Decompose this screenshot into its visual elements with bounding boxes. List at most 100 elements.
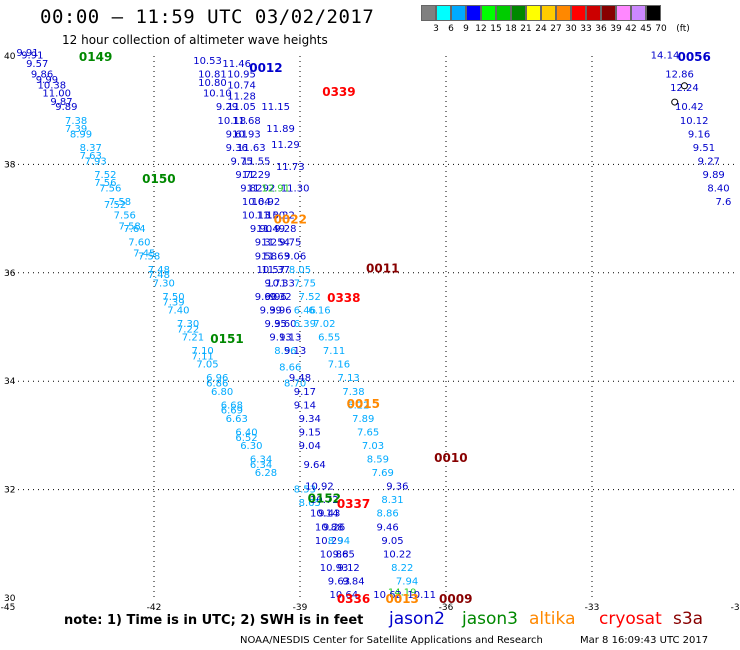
swh-value: 14.14 — [651, 51, 680, 62]
scale-swatch — [646, 5, 661, 21]
swh-value: 7.10 — [192, 346, 214, 357]
swh-value: 7.22 — [177, 324, 199, 335]
scale-swatch — [421, 5, 436, 21]
legend-cryosat: cryosat — [599, 609, 662, 629]
swh-value: 9.36 — [386, 482, 408, 493]
swh-value: 10.22 — [266, 211, 295, 222]
track-time-label: 0022 — [274, 213, 307, 227]
swh-value: 7.48 — [148, 270, 170, 281]
swh-value: 8.94 — [328, 536, 350, 547]
swh-value: 11.54 — [261, 238, 290, 249]
scale-label: 45 — [640, 24, 652, 34]
scale-swatch — [481, 5, 496, 21]
swh-value: 8.70 — [284, 379, 306, 390]
scale-label: 18 — [505, 24, 517, 34]
scale-label: 27 — [550, 24, 562, 34]
legend-jason3: jason3 — [462, 609, 518, 629]
scale-swatch — [541, 5, 556, 21]
swh-value: 7.56 — [114, 211, 136, 222]
swh-value: 7.13 — [338, 373, 360, 384]
swh-value: 10.88 — [315, 522, 344, 533]
swh-value: 7.40 — [167, 305, 189, 316]
swh-value: 9.96 — [265, 292, 287, 303]
swh-value: 10.14 — [310, 509, 339, 520]
swh-value: 9.46 — [376, 522, 398, 533]
swh-value: 10.12 — [680, 116, 709, 127]
swh-value: 9.29 — [216, 102, 238, 113]
swh-value: 9.75 — [279, 238, 301, 249]
x-tick-label: -42 — [147, 603, 162, 613]
swh-value: 10.62 — [373, 590, 402, 601]
scale-swatch — [436, 5, 451, 21]
swh-value: 8.56 — [274, 346, 296, 357]
swh-value: 8.22 — [391, 563, 413, 574]
swh-value: 9.85 — [333, 549, 355, 560]
swh-value: 9.51 — [693, 143, 715, 154]
swh-value: 10.92 — [252, 197, 281, 208]
swh-value: 11.05 — [227, 102, 256, 113]
swh-value: 10.93 — [320, 563, 349, 574]
swh-value: 9.89 — [55, 102, 77, 113]
swh-value: 10.11 — [407, 590, 436, 601]
swh-value: 9.75 — [230, 156, 252, 167]
swh-value: 8.59 — [367, 455, 389, 466]
scale-label: 24 — [535, 24, 547, 34]
chart-title: 00:00 – 11:59 UTC 03/02/2017 — [40, 6, 375, 28]
swh-value: 10.92 — [305, 482, 334, 493]
swh-value: 7.58 — [138, 251, 160, 262]
swh-value: 10.53 — [193, 56, 222, 67]
scale-swatch — [451, 5, 466, 21]
scale-swatch — [511, 5, 526, 21]
swh-value: 6.22 — [347, 400, 369, 411]
scale-swatch — [496, 5, 511, 21]
y-tick-label: 32 — [4, 486, 15, 496]
swh-value: 8.86 — [376, 509, 398, 520]
swh-value: 7.65 — [357, 427, 379, 438]
x-tick-label: -39 — [293, 603, 308, 613]
y-tick-label: 30 — [4, 594, 16, 604]
scale-swatch — [466, 5, 481, 21]
footer-note: note: 1) Time is in UTC; 2) SWH is in fe… — [64, 613, 364, 628]
scale-swatch — [631, 5, 646, 21]
swh-value: 6.28 — [255, 468, 277, 479]
swh-value: 8.65 — [299, 498, 321, 509]
swh-value: 6.46 — [294, 305, 316, 316]
swh-value: 10.80 — [198, 78, 227, 89]
swh-value: 11.29 — [271, 140, 300, 151]
swh-value: 11.92 — [247, 184, 276, 195]
track-time-label: 0337 — [337, 497, 370, 511]
x-tick-label: -30 — [731, 603, 740, 613]
swh-value: 9.26 — [323, 522, 345, 533]
swh-value: 7.89 — [352, 414, 374, 425]
swh-value: 7.52 — [299, 292, 321, 303]
track-start-marker — [671, 98, 679, 106]
swh-value: 7.45 — [133, 249, 155, 260]
scale-label: 36 — [595, 24, 607, 34]
swh-value: 11.49 — [256, 224, 285, 235]
swh-value: 9.39 — [260, 305, 282, 316]
track-time-label: 0151 — [210, 332, 243, 346]
swh-value: 10.86 — [320, 549, 349, 560]
swh-value: 6.69 — [221, 406, 243, 417]
swh-value: 7.94 — [396, 576, 418, 587]
swh-value: 9.99 — [36, 75, 58, 86]
swh-value: 7.11 — [192, 352, 214, 363]
scale-unit: (ft) — [676, 24, 690, 34]
swh-value: 9.71 — [265, 278, 287, 289]
swh-value: 7.69 — [372, 468, 394, 479]
swh-value: 7.48 — [148, 265, 170, 276]
swh-value: 6.68 — [221, 400, 243, 411]
swh-value: 7.50 — [162, 292, 184, 303]
swh-value: 9.43 — [318, 509, 340, 520]
swh-value: 10.29 — [315, 536, 344, 547]
swh-value: 9.04 — [299, 441, 321, 452]
swh-value: 6.96 — [206, 373, 228, 384]
swh-value: 9.15 — [299, 427, 321, 438]
swh-value: 11.15 — [261, 102, 290, 113]
swh-value: 10.10 — [203, 89, 232, 100]
swh-value: 6.30 — [240, 441, 262, 452]
swh-value: 7.93 — [84, 156, 106, 167]
swh-value: 7.6 — [715, 197, 731, 208]
swh-value: 8.99 — [70, 129, 92, 140]
